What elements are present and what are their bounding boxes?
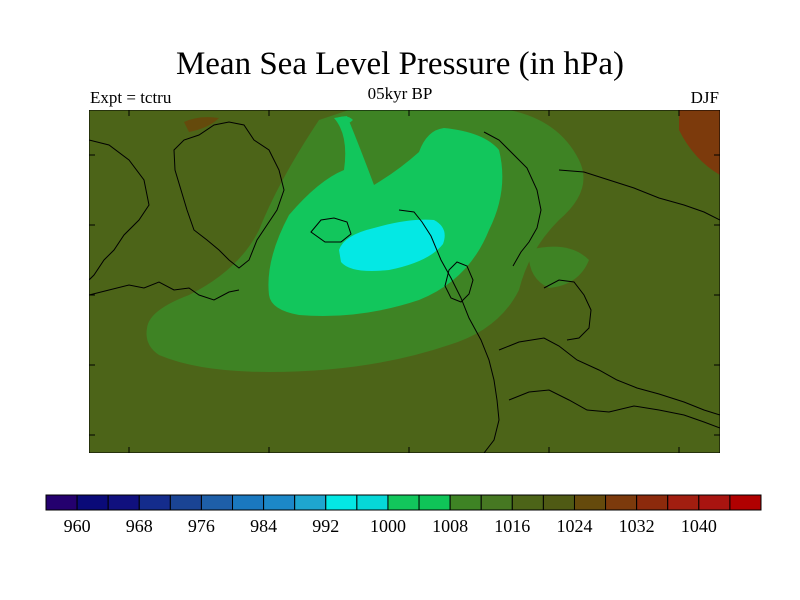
colorbar-swatch bbox=[667, 494, 700, 511]
labrador-coast bbox=[89, 281, 240, 301]
colorbar-swatch bbox=[418, 494, 451, 511]
colorbar-tick-label: 968 bbox=[126, 516, 153, 536]
colorbar-swatch bbox=[542, 494, 575, 511]
plot-title: Mean Sea Level Pressure (in hPa) bbox=[175, 46, 625, 82]
colorbar-swatch bbox=[480, 494, 513, 511]
colorbar-tick-label: 1024 bbox=[556, 516, 592, 536]
season-label: DJF bbox=[690, 88, 719, 107]
coastlines bbox=[89, 121, 720, 453]
colorbar-tick-label: 984 bbox=[250, 516, 277, 536]
colorbar-tick-label: 976 bbox=[188, 516, 215, 536]
colorbar-swatch bbox=[636, 494, 669, 511]
colorbar-swatch bbox=[325, 494, 358, 511]
colorbar-swatch bbox=[263, 494, 296, 511]
colorbar-tick-label: 1000 bbox=[370, 516, 406, 536]
pressure-map bbox=[89, 110, 720, 453]
colorbar-swatch bbox=[511, 494, 544, 511]
colorbar-swatch bbox=[698, 494, 731, 511]
colorbar-tick-label: 1040 bbox=[681, 516, 717, 536]
pressure-contour-1000 bbox=[339, 219, 445, 271]
canada-coast bbox=[89, 139, 150, 281]
pressure-contour-1020-nw bbox=[184, 117, 219, 132]
colorbar-swatch bbox=[294, 494, 327, 511]
colorbar-swatch bbox=[729, 494, 762, 511]
colorbar-swatch bbox=[138, 494, 171, 511]
plot-subtitle: 05kyr BP bbox=[367, 84, 433, 103]
colorbar-swatch bbox=[387, 494, 420, 511]
norway-coast bbox=[398, 209, 500, 453]
colorbar-swatch bbox=[449, 494, 482, 511]
colorbar-tick-label: 1032 bbox=[619, 516, 655, 536]
russia-arctic-coast bbox=[558, 169, 720, 221]
iceland-coast bbox=[310, 217, 352, 243]
colorbar-swatch bbox=[356, 494, 389, 511]
colorbar-swatch bbox=[605, 494, 638, 511]
colorbar-tick-label: 1008 bbox=[432, 516, 468, 536]
colorbar-swatch bbox=[45, 494, 78, 511]
colorbar-tick-label: 960 bbox=[64, 516, 91, 536]
pressure-contour-1020-ne bbox=[679, 110, 720, 175]
colorbar-swatch bbox=[76, 494, 109, 511]
europe-coast bbox=[498, 337, 720, 416]
mediterranean-coast bbox=[508, 389, 720, 429]
scandinavia-north bbox=[483, 131, 542, 267]
colorbar-tick-label: 992 bbox=[312, 516, 339, 536]
colorbar-swatch bbox=[573, 494, 607, 511]
experiment-label: Expt = tctru bbox=[90, 88, 172, 107]
greenland-coast bbox=[173, 121, 285, 269]
colorbar-tick-label: 1016 bbox=[494, 516, 530, 536]
colorbar-swatch bbox=[232, 494, 265, 511]
pressure-contour-1008-isle bbox=[337, 116, 353, 125]
british-isles-coast bbox=[444, 261, 474, 303]
pressure-contour-1012-east bbox=[528, 246, 589, 288]
axis-ticks bbox=[89, 110, 720, 453]
baltic-coast bbox=[543, 279, 592, 341]
colorbar: 960 968 976 984 992 1000 1008 1016 1024 1032 1040 bbox=[45, 494, 762, 536]
colorbar-swatch bbox=[169, 494, 202, 511]
colorbar-swatch bbox=[107, 494, 140, 511]
colorbar-swatch bbox=[200, 494, 234, 511]
